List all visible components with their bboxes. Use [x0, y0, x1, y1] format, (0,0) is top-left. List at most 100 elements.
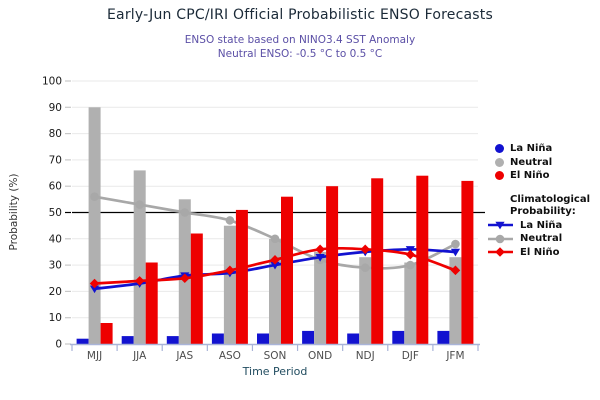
clim-marker-Climatological Probability: Neutral-JAS — [180, 208, 190, 217]
x-tick-label-MJJ: MJJ — [87, 350, 102, 362]
x-tick-label-SON: SON — [264, 350, 287, 362]
bar-La Niña-DJF — [392, 330, 405, 344]
chart-subtitle-line1: ENSO state based on NINO3.4 SST Anomaly — [184, 34, 416, 46]
clim-marker-Climatological Probability: La Niña-JFM — [450, 248, 461, 257]
legend-label-clim-la-nina: La Niña — [520, 219, 563, 231]
bar-Neutral-MJJ — [88, 107, 101, 344]
x-tick-label-ASO: ASO — [219, 350, 241, 362]
bar-El Niño-SON — [281, 196, 293, 344]
el-nino-dot-icon — [495, 171, 504, 181]
clim-marker-Climatological Probability: La Niña-MJJ — [89, 285, 100, 294]
el-nino-line-icon — [488, 247, 513, 258]
y-tick-label-50: 50 — [49, 207, 62, 219]
clim-marker-Climatological Probability: El Niño-DJF — [405, 249, 416, 260]
bar-Neutral-SON — [269, 238, 281, 344]
legend-clim-header-line1: Climatological — [510, 193, 590, 205]
bar-Neutral-NDJ — [359, 257, 372, 344]
y-tick-label-40: 40 — [49, 233, 62, 245]
clim-marker-Climatological Probability: El Niño-OND — [315, 244, 325, 255]
bar-La Niña-ASO — [211, 333, 224, 344]
x-tick-label-DJF: DJF — [402, 350, 419, 362]
la-nina-dot-icon — [495, 144, 504, 154]
clim-marker-Climatological Probability: El Niño-MJJ — [89, 278, 100, 289]
clim-marker-Climatological Probability: Neutral-SON — [270, 234, 280, 244]
legend-item-la-nina: La Niña — [487, 142, 590, 156]
y-tick-label-100: 100 — [42, 76, 62, 88]
clim-marker-Climatological Probability: Neutral-DJF — [406, 260, 415, 270]
legend-label-clim-neutral: Neutral — [520, 233, 563, 245]
x-tick-label-JJA: JJA — [132, 350, 147, 362]
bar-La Niña-OND — [302, 330, 315, 344]
legend-item-clim-la-nina: La Niña — [487, 219, 590, 233]
x-axis-title: Time Period — [242, 365, 308, 378]
bar-El Niño-JFM — [461, 180, 474, 344]
y-tick-label-60: 60 — [49, 181, 62, 193]
clim-marker-Climatological Probability: El Niño-ASO — [225, 265, 235, 276]
legend-marker-La Niña — [495, 222, 505, 230]
clim-marker-Climatological Probability: Neutral-JJA — [135, 200, 144, 209]
bar-La Niña-JJA — [121, 336, 134, 344]
clim-marker-Climatological Probability: El Niño-SON — [270, 255, 280, 265]
neutral-line-icon — [488, 234, 513, 244]
legend-label-la-nina: La Niña — [510, 143, 553, 155]
bar-La Niña-MJJ — [76, 338, 89, 344]
legend-label-clim-el-nino: El Niño — [520, 246, 560, 258]
clim-marker-Climatological Probability: El Niño-NDJ — [360, 244, 371, 255]
neutral-dot-icon — [495, 157, 504, 167]
x-tick-label-JFM: JFM — [445, 350, 464, 362]
bar-Neutral-DJF — [404, 262, 417, 344]
y-tick-label-0: 0 — [55, 339, 62, 351]
bar-El Niño-JJA — [145, 262, 158, 344]
chart-subtitle-line2: Neutral ENSO: -0.5 °C to 0.5 °C — [217, 48, 383, 60]
chart-title: Early-Jun CPC/IRI Official Probabilistic… — [107, 7, 493, 23]
legend-label-el-nino: El Niño — [510, 170, 550, 182]
bar-Neutral-JJA — [133, 170, 146, 344]
x-tick-label-OND: OND — [308, 350, 332, 362]
bar-El Niño-NDJ — [371, 178, 384, 344]
clim-marker-Climatological Probability: El Niño-JJA — [134, 276, 145, 286]
y-tick-label-70: 70 — [49, 154, 62, 166]
clim-marker-Climatological Probability: Neutral-JFM — [451, 239, 460, 249]
legend: La Niña Neutral El Niño Climatological P… — [487, 142, 590, 259]
bar-El Niño-JAS — [190, 233, 203, 344]
bar-El Niño-DJF — [416, 175, 429, 344]
y-tick-label-20: 20 — [49, 286, 62, 298]
legend-marker-El Niño — [495, 247, 505, 258]
legend-clim-header-line2: Probability: — [510, 206, 576, 217]
clim-marker-Climatological Probability: La Niña-OND — [315, 254, 325, 262]
clim-marker-Climatological Probability: El Niño-JFM — [450, 265, 461, 276]
clim-marker-Climatological Probability: La Niña-SON — [270, 261, 280, 270]
bar-El Niño-OND — [326, 186, 339, 344]
bar-El Niño-MJJ — [100, 323, 113, 344]
bar-El Niño-ASO — [235, 209, 248, 344]
y-tick-label-30: 30 — [49, 260, 62, 272]
bar-La Niña-NDJ — [347, 333, 360, 344]
y-tick-label-80: 80 — [49, 128, 62, 140]
legend-clim-header: Climatological Probability: — [510, 194, 590, 219]
clim-marker-Climatological Probability: Neutral-MJJ — [90, 192, 99, 202]
bar-Neutral-JFM — [449, 257, 462, 344]
legend-item-neutral: Neutral — [487, 156, 590, 170]
x-tick-label-JAS: JAS — [175, 350, 193, 362]
legend-item-el-nino: El Niño — [487, 169, 590, 183]
clim-marker-Climatological Probability: El Niño-JAS — [179, 273, 190, 284]
bar-La Niña-JAS — [166, 336, 179, 344]
y-axis-title: Probability (%) — [8, 173, 20, 250]
clim-marker-Climatological Probability: Neutral-NDJ — [360, 263, 370, 273]
bar-La Niña-SON — [257, 333, 269, 344]
la-nina-line-icon — [488, 222, 513, 230]
bar-Neutral-JAS — [178, 199, 191, 344]
legend-marker-Neutral — [495, 234, 505, 244]
clim-marker-Climatological Probability: Neutral-ASO — [225, 216, 235, 225]
bar-La Niña-JFM — [437, 330, 450, 344]
y-tick-label-10: 10 — [49, 312, 62, 324]
bar-Neutral-ASO — [223, 225, 236, 344]
x-tick-label-NDJ: NDJ — [356, 350, 375, 362]
legend-item-clim-el-nino: El Niño — [487, 246, 590, 260]
bar-Neutral-OND — [314, 251, 327, 344]
legend-item-clim-neutral: Neutral — [487, 232, 590, 246]
legend-label-neutral: Neutral — [510, 156, 553, 168]
y-tick-label-90: 90 — [49, 102, 62, 114]
